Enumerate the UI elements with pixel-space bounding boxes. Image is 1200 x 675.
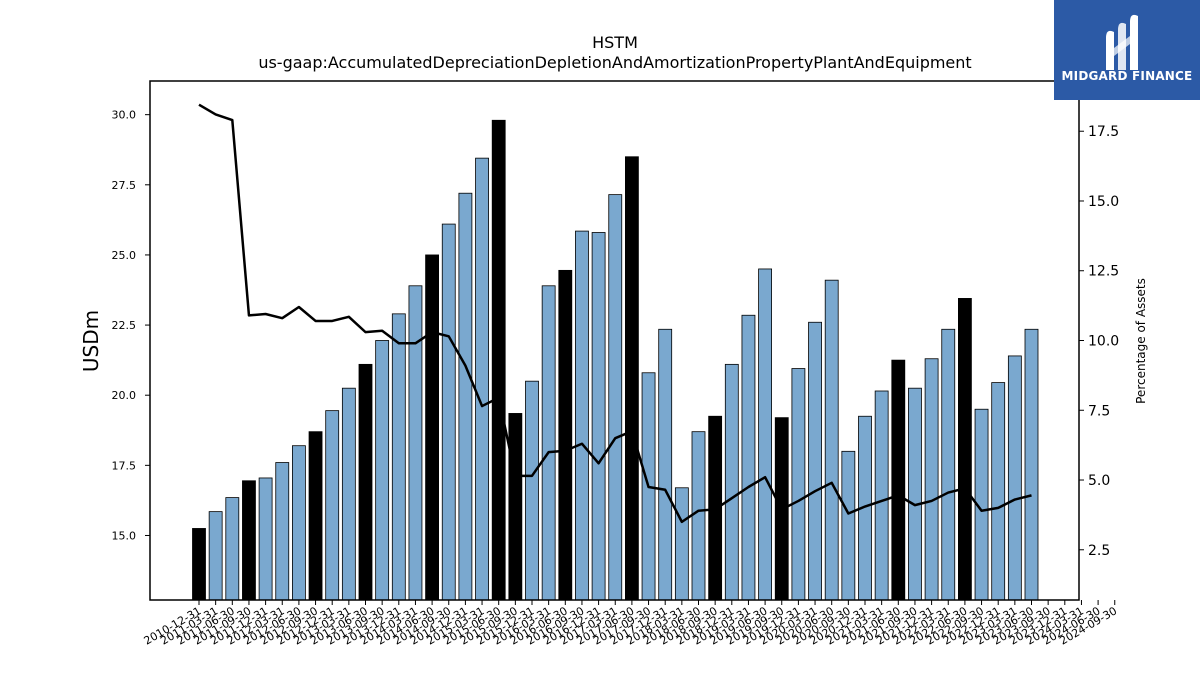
quarter-bar	[258, 477, 273, 601]
chart-title: HSTM	[592, 33, 638, 52]
midgard-m-logo-icon	[1106, 14, 1138, 70]
left-tick-label: 27.5	[112, 179, 137, 192]
quarter-bar	[408, 285, 423, 601]
annual-bar	[958, 298, 972, 601]
quarter-bar	[791, 368, 806, 601]
quarter-bar	[724, 363, 739, 601]
right-tick-label: 5.0	[1088, 473, 1110, 489]
quarter-bar	[608, 194, 623, 601]
quarter-bar	[1007, 355, 1022, 601]
chart-subtitle: us-gaap:AccumulatedDepreciationDepletion…	[258, 53, 971, 72]
right-tick-label: 2.5	[1088, 543, 1110, 559]
annual-bar	[242, 480, 256, 601]
annual-bar	[508, 413, 523, 601]
quarter-bar	[874, 390, 889, 601]
quarter-bar	[225, 497, 240, 601]
annual-bar	[425, 254, 440, 601]
quarter-bar	[325, 410, 340, 601]
logo-text: MIDGARD FINANCE	[1061, 69, 1193, 83]
line-series	[198, 103, 1032, 524]
quarter-bar	[291, 445, 306, 601]
left-tick-label: 17.5	[112, 459, 137, 472]
quarter-bar	[475, 157, 489, 601]
midgard-finance-logo: MIDGARD FINANCE	[1054, 0, 1200, 100]
right-tick-label: 10.0	[1088, 334, 1119, 350]
y2-axis-label: Percentage of Assets	[1134, 278, 1148, 404]
quarter-bar	[758, 268, 772, 601]
quarter-bar	[591, 232, 606, 601]
quarter-bar	[741, 314, 756, 601]
bar-series	[192, 119, 1039, 601]
quarter-bar	[391, 313, 406, 601]
quarter-bar	[691, 431, 706, 601]
quarter-bar	[341, 387, 356, 601]
quarter-bar	[458, 192, 473, 601]
left-axis-ticks: 15.0 17.5 20.0 22.5 25.0 27.5 30.0	[112, 109, 150, 542]
quarter-bar	[275, 462, 290, 601]
quarter-bar	[674, 487, 689, 601]
percentage-line	[198, 103, 1032, 524]
quarter-bar	[1024, 328, 1039, 601]
quarter-bar	[658, 328, 673, 601]
quarter-bar	[525, 380, 539, 601]
quarter-bar	[375, 340, 390, 601]
quarter-bar	[991, 382, 1006, 601]
left-tick-label: 20.0	[112, 389, 137, 402]
right-tick-label: 7.5	[1088, 403, 1110, 419]
quarter-bar	[908, 387, 922, 601]
left-tick-label: 30.0	[112, 109, 137, 122]
quarter-bar	[924, 358, 939, 601]
right-tick-label: 15.0	[1088, 194, 1119, 210]
y-axis-label: USDm	[79, 310, 103, 372]
right-tick-label: 17.5	[1088, 124, 1119, 140]
quarter-bar	[841, 450, 856, 601]
annual-bar	[358, 363, 373, 601]
annual-bar	[192, 528, 206, 601]
quarter-bar	[824, 279, 839, 601]
right-axis-ticks: 2.5 5.0 7.5 10.0 12.5 15.0 17.5	[1079, 124, 1119, 559]
quarter-bar	[808, 321, 822, 601]
left-tick-label: 25.0	[112, 249, 137, 262]
quarter-bar	[441, 223, 456, 601]
quarter-bar	[208, 511, 223, 601]
x-axis-ticks: 2010-12-312011-03-312011-06-302011-09-30…	[142, 600, 1119, 648]
annual-bar	[891, 359, 906, 601]
annual-bar	[558, 269, 573, 601]
annual-bar	[308, 431, 323, 601]
left-tick-label: 22.5	[112, 319, 137, 332]
left-tick-label: 15.0	[112, 529, 137, 542]
annual-bar	[491, 119, 506, 601]
quarter-bar	[575, 230, 589, 601]
quarter-bar	[941, 328, 956, 601]
right-tick-label: 12.5	[1088, 264, 1119, 280]
annual-bar	[625, 156, 639, 601]
quarter-bar	[541, 285, 556, 601]
